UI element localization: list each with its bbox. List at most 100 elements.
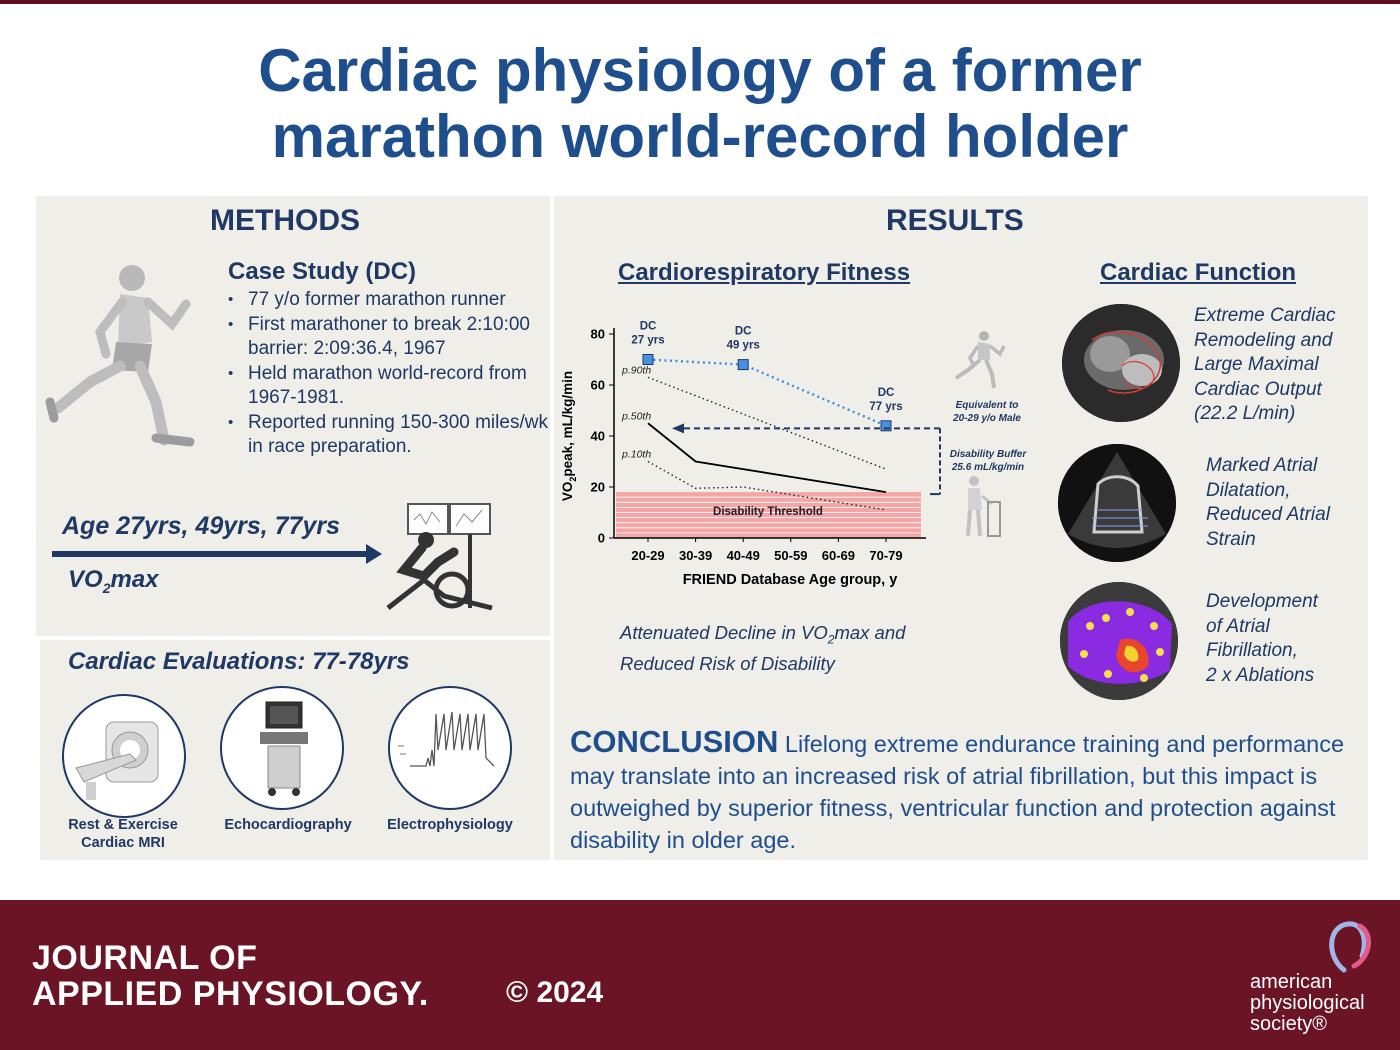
cf2-line: Dilatation,: [1206, 479, 1291, 501]
fitness-title: Cardiorespiratory Fitness: [618, 259, 911, 286]
buffer-note-line2: 25.6 mL/kg/min: [951, 462, 1024, 473]
dc-marker: [880, 420, 892, 432]
y-tick-label: 40: [591, 429, 605, 444]
vo2-suffix: max: [110, 566, 159, 593]
series-line-p50th: [647, 422, 887, 493]
vo2max-label: VO2max: [68, 566, 159, 596]
y-axis-label-suffix: peak, mL/kg/min: [560, 371, 575, 477]
journal-line-1: JOURNAL OF: [32, 939, 258, 977]
journal-line-2: APPLIED PHYSIOLOGY.: [32, 975, 429, 1013]
cf1-line: Cardiac Output: [1194, 378, 1322, 400]
buffer-note-line1: Disability Buffer: [950, 449, 1028, 460]
x-tick-label: 30-39: [679, 548, 712, 563]
x-tick-label: 50-59: [774, 548, 807, 563]
series-line-p90th: [647, 376, 887, 470]
series-label: p.50th: [621, 410, 651, 422]
attenuated-line-2: Reduced Risk of Disability: [620, 652, 835, 674]
ultrasound-machine-icon: [260, 701, 308, 796]
title-line-1: Cardiac physiology of a former: [258, 37, 1142, 104]
mri-label-line1: Rest & Exercise: [68, 817, 178, 833]
cf2-line: Strain: [1206, 528, 1256, 550]
dc-label-name: DC: [640, 321, 657, 333]
ep-label: Electrophysiology: [380, 816, 520, 834]
bullet-item: 77 y/o former marathon runner: [228, 288, 548, 313]
y-tick-label: 60: [591, 378, 605, 393]
attenuated-prefix: Attenuated Decline in VO: [620, 622, 828, 643]
cf3-line: Development: [1206, 591, 1318, 612]
cf1-line: Large Maximal: [1194, 354, 1319, 375]
dc-marker: [642, 354, 654, 365]
function-title: Cardiac Function: [1100, 259, 1297, 286]
vo2-prefix: VO: [68, 566, 103, 593]
vo2-subscript: 2: [102, 579, 111, 596]
x-tick-label: 60-69: [822, 548, 855, 563]
disability-threshold-band: [616, 492, 921, 538]
conclusion-block: CONCLUSION Lifelong extreme endurance tr…: [570, 726, 1360, 856]
ages-label: Age 27yrs, 49yrs, 77yrs: [62, 512, 340, 540]
echo-label-line1: Echocardiography: [224, 817, 352, 833]
y-axis-label-subscript: 2: [568, 477, 578, 482]
dc-label-age: 27 yrs: [631, 335, 664, 347]
y-tick-label: 0: [598, 531, 605, 546]
mri-heart-scan-icon: [1062, 304, 1180, 422]
conclusion-label: CONCLUSION: [570, 724, 779, 759]
bullet-item: Held marathon world-record from 1967-198…: [228, 362, 548, 411]
results-heading: RESULTS: [886, 204, 1024, 237]
attenuated-subscript: 2: [827, 632, 835, 647]
y-axis-label-prefix: VO: [560, 482, 575, 502]
x-tick-label: 40-49: [727, 548, 760, 563]
attenuated-line-1: Attenuated Decline in VO2max and: [620, 621, 905, 652]
evaluations-title: Cardiac Evaluations: 77-78yrs: [68, 648, 410, 675]
society-logo-text: american physiological society®: [1250, 972, 1365, 1035]
x-axis-label: FRIEND Database Age group, y: [683, 572, 898, 588]
copyright: © 2024: [506, 976, 604, 1009]
electroanatomic-map-image: [1060, 582, 1178, 700]
footer-bar: [0, 900, 1400, 1050]
society-line-2: physiological: [1250, 992, 1365, 1014]
series-label: p.10th: [621, 449, 651, 461]
mri-scanner-icon: [75, 721, 159, 800]
series-line-p10th: [647, 460, 887, 511]
small-runner-illustration: [954, 331, 1006, 389]
cf1-line: Extreme Cardiac: [1194, 305, 1336, 326]
cf3-line: of Atrial: [1206, 615, 1270, 637]
ep-circle: [388, 686, 512, 810]
timeline-arrow: [52, 544, 382, 564]
equivalent-note-line1: Equivalent to: [956, 400, 1019, 411]
dc-label-age: 49 yrs: [727, 340, 760, 352]
exercise-bike-illustration: [386, 503, 493, 611]
disability-threshold-label: Disability Threshold: [713, 506, 823, 518]
cf1-line: (22.2 L/min): [1194, 403, 1296, 424]
echo-image: [1058, 444, 1176, 562]
society-line-1: american: [1250, 971, 1333, 993]
cardiac-function-item-1: Extreme Cardiac Remodeling and Large Max…: [1194, 304, 1336, 427]
fitness-chart: Disability Threshold 0 20 40 60 80 20-29 30-39 4…: [560, 321, 1028, 589]
cardiac-function-item-2: Marked Atrial Dilatation, Reduced Atrial…: [1206, 454, 1330, 552]
y-tick-label: 20: [591, 480, 605, 495]
x-tick-label: 70-79: [869, 548, 902, 563]
electrogram-trace-icon: [398, 711, 495, 767]
cf1-line: Remodeling and: [1194, 329, 1333, 351]
echo-circle: [220, 686, 344, 810]
y-axis-label: VO2peak, mL/kg/min: [560, 371, 578, 501]
dc-label-name: DC: [735, 326, 752, 338]
methods-heading: METHODS: [210, 204, 360, 237]
bullet-item: First marathoner to break 2:10:00 barrie…: [228, 313, 548, 362]
series-label: p.90th: [621, 364, 651, 376]
mri-label-line2: Cardiac MRI: [81, 835, 165, 851]
mri-label: Rest & Exercise Cardiac MRI: [52, 816, 194, 852]
equivalent-arrowhead: [672, 423, 684, 434]
atrial-map-icon: [1060, 582, 1178, 700]
aps-logo-icon: [1329, 921, 1371, 973]
society-line-3: society®: [1250, 1013, 1327, 1035]
case-study-bullets: 77 y/o former marathon runner First mara…: [228, 288, 548, 460]
cardiac-function-item-3: Development of Atrial Fibrillation, 2 x …: [1206, 590, 1318, 688]
title-line-2: marathon world-record holder: [271, 103, 1129, 170]
echo-scan-icon: [1058, 444, 1176, 562]
y-tick-label: 80: [591, 327, 605, 342]
case-study-title: Case Study (DC): [228, 258, 417, 285]
page-title: Cardiac physiology of a former marathon …: [0, 38, 1400, 170]
journal-logo: JOURNAL OF APPLIED PHYSIOLOGY.: [32, 940, 429, 1012]
mri-circle: [62, 694, 186, 818]
equivalent-note-line2: 20-29 y/o Male: [952, 413, 1021, 424]
